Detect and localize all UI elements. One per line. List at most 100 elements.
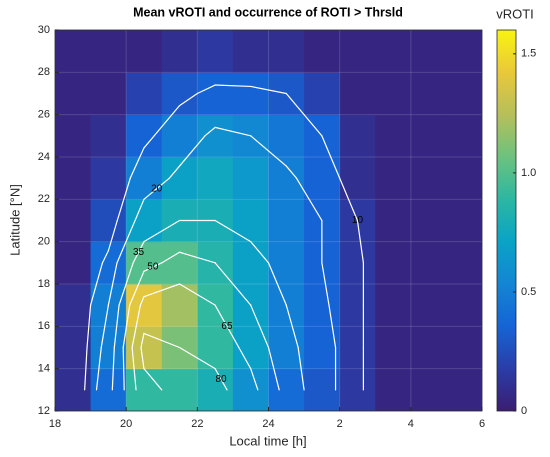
contour-line	[111, 346, 115, 391]
heat-cell	[55, 157, 92, 200]
heat-cell	[304, 157, 341, 200]
heat-cell	[410, 30, 447, 73]
heat-cell	[446, 72, 482, 116]
contour-line	[143, 135, 155, 149]
contour-line	[131, 304, 141, 349]
contour-line	[100, 304, 109, 349]
contour-line	[321, 135, 341, 179]
heat-cell	[197, 30, 234, 73]
contour-line	[107, 219, 118, 252]
contour-line	[143, 283, 181, 298]
chart-title: Mean vROTI and occurrence of ROTI > Thrs…	[133, 5, 403, 19]
heat-cell	[446, 284, 482, 327]
contour-label: 80	[215, 374, 227, 385]
y-tick-label: 24	[38, 151, 50, 163]
contour-line	[143, 368, 163, 391]
heat-cell	[268, 326, 305, 370]
colorbar-tick-label: 0	[521, 405, 527, 417]
contour-line	[214, 304, 240, 349]
heat-cell	[161, 241, 198, 285]
plot-frame	[54, 29, 483, 412]
heat-cell	[161, 157, 198, 200]
heat-cell	[55, 326, 92, 370]
heat-cell	[197, 114, 234, 158]
heat-cell	[410, 72, 447, 116]
contour-line	[214, 262, 252, 306]
heat-cell	[410, 241, 447, 285]
heat-cell	[339, 30, 376, 73]
contour-line	[196, 84, 216, 95]
heat-cell	[55, 114, 92, 158]
y-tick-label: 16	[38, 320, 50, 332]
heat-cell	[304, 326, 341, 370]
heat-cell	[126, 157, 163, 200]
contour-line	[295, 177, 323, 222]
heat-cell	[446, 30, 482, 73]
contour-label: 50	[147, 262, 159, 273]
contour-line	[321, 262, 330, 306]
heat-cell	[410, 368, 447, 411]
heat-cell	[375, 241, 412, 285]
heat-cell	[126, 284, 163, 327]
heat-cell	[410, 284, 447, 327]
contour-line	[339, 177, 359, 222]
heat-cell	[161, 30, 198, 73]
y-tick-label: 12	[38, 405, 50, 417]
heat-cell	[339, 114, 376, 158]
contour-line	[204, 126, 216, 137]
axes: 18 20 22 24 2 4 61214161820222426283000.51.01.…	[38, 24, 537, 430]
heat-cell	[197, 157, 234, 200]
contour-line	[250, 135, 287, 167]
contour-line	[285, 92, 323, 137]
heat-cell	[339, 284, 376, 327]
heat-cell	[55, 241, 92, 285]
x-tick-label: 22	[191, 418, 203, 430]
heat-cell	[375, 72, 412, 116]
heat-cell	[446, 326, 482, 370]
contour-line	[250, 368, 259, 391]
y-tick-label: 18	[38, 278, 50, 290]
contour-line	[214, 219, 252, 243]
heat-cell	[375, 114, 412, 158]
heat-cell	[375, 326, 412, 370]
contour-line	[178, 135, 206, 167]
contour-label: 35	[133, 247, 145, 258]
contour-line	[328, 304, 337, 349]
contour-line	[285, 304, 299, 349]
heat-cell	[126, 72, 163, 116]
heat-cell	[375, 368, 412, 411]
contour-line	[86, 304, 92, 349]
contour-label: 10	[352, 215, 364, 226]
heat-cell	[375, 199, 412, 243]
contour-line	[143, 262, 163, 272]
contour-line	[250, 304, 270, 349]
x-axis-label: Local time [h]	[229, 433, 306, 448]
contour-line	[122, 304, 131, 349]
heat-cell	[339, 326, 376, 370]
colorbar-tick-label: 0.5	[521, 286, 536, 298]
contour-line	[89, 262, 104, 306]
heat-cell	[375, 30, 412, 73]
heat-cell	[90, 199, 127, 243]
contour-line	[178, 92, 198, 107]
heat-cell	[339, 241, 376, 285]
contour-line	[178, 283, 216, 306]
heat-cell	[304, 368, 341, 411]
heat-cell	[375, 157, 412, 200]
contour-line	[140, 332, 145, 349]
heat-cell	[90, 114, 127, 158]
heat-cell	[55, 30, 92, 73]
heat-cell	[410, 114, 447, 158]
contour-line	[178, 251, 216, 264]
heat-cell	[232, 30, 269, 73]
y-tick-label: 22	[38, 193, 50, 205]
heat-cell	[268, 241, 305, 285]
contour-line	[238, 346, 252, 370]
heat-cell	[197, 326, 234, 370]
contour-line	[297, 346, 305, 391]
heat-cell	[339, 72, 376, 116]
heat-cell	[375, 284, 412, 327]
heat-cell	[232, 241, 269, 285]
contour-line	[356, 219, 364, 264]
